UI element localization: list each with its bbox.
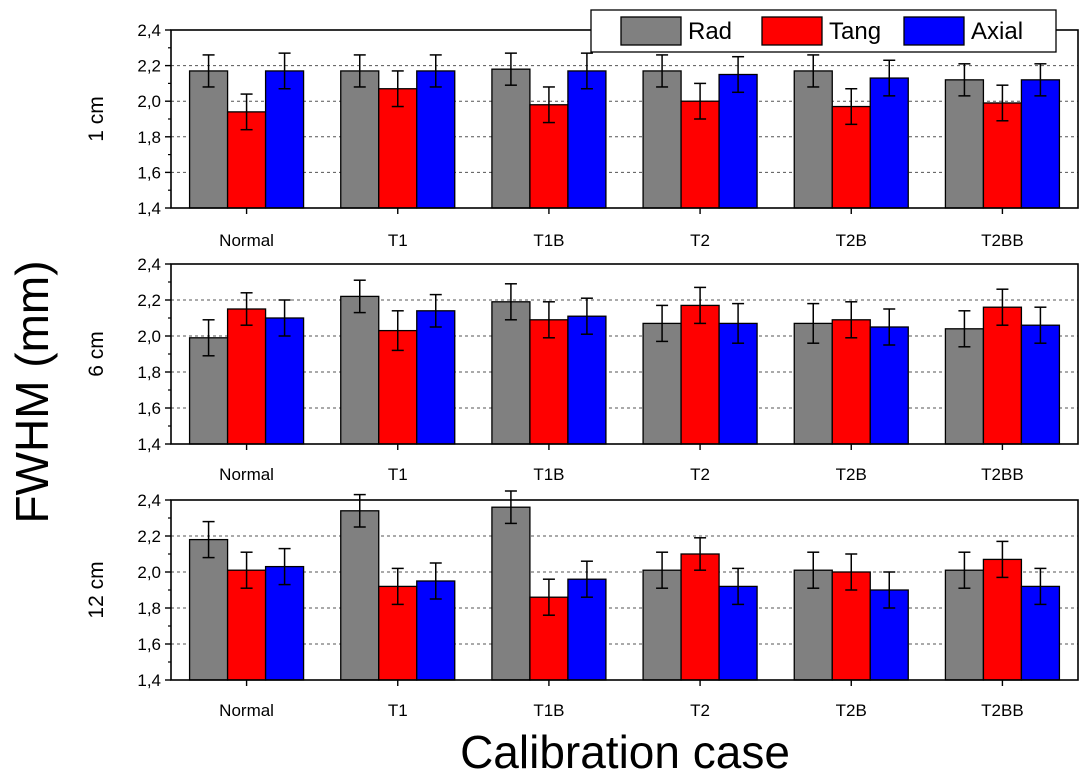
y-tick-label: 1,4 [137, 671, 161, 690]
legend-swatch-axial [903, 16, 965, 46]
category-label: T2 [690, 465, 710, 484]
bar-rad [340, 70, 380, 209]
legend-label-rad: Rad [688, 18, 732, 45]
category-label: T2B [836, 701, 867, 720]
y-tick-label: 2,0 [137, 327, 161, 346]
bar-rad [491, 68, 531, 209]
bar-tang [680, 304, 720, 445]
category-label: Normal [219, 465, 274, 484]
bar-tang [529, 596, 569, 681]
bar-rad [340, 295, 380, 445]
panel-0: 1,4 1,6 1,8 2,0 2,2 2,4 Normal T1 T1B T2 T2B T2BB 1 … [85, 21, 1079, 250]
y-tick-label: 2,2 [137, 291, 161, 310]
y-tick-label: 1,6 [137, 635, 161, 654]
bar-tang [982, 558, 1023, 681]
panel-label: 6 cm [85, 331, 108, 377]
legend: Rad Tang Axial [590, 9, 1057, 53]
category-label: T2B [836, 231, 867, 250]
y-tick-label: 2,2 [137, 527, 161, 546]
category-label: T1 [388, 701, 408, 720]
category-label: T1 [388, 465, 408, 484]
chart-panels: 1,4 1,6 1,8 2,0 2,2 2,4 Normal T1 T1B T2 T2B T2BB 1 … [85, 21, 1079, 720]
category-label: T1B [533, 231, 564, 250]
bar-rad [642, 322, 682, 445]
axes-frame [170, 263, 1079, 445]
panel-2: 1,4 1,6 1,8 2,0 2,2 2,4 Normal T1 T1B T2 T2B T2BB 12… [85, 490, 1079, 720]
y-tick-label: 1,4 [137, 435, 161, 454]
y-tick-label: 2,0 [137, 563, 161, 582]
legend-swatch-rad [620, 16, 682, 46]
category-label: T2 [690, 701, 710, 720]
bar-rad [340, 510, 380, 681]
bar-axial [264, 317, 305, 445]
bar-tang [680, 553, 720, 681]
bar-rad [188, 538, 229, 681]
category-label: T2BB [981, 465, 1024, 484]
y-tick-label: 2,4 [137, 491, 161, 510]
bar-rad [491, 506, 531, 681]
axes-frame [170, 29, 1079, 209]
x-axis-label: Calibration case [460, 726, 790, 778]
axes-frame [170, 499, 1079, 681]
bar-axial [264, 70, 305, 209]
y-tick-label: 1,6 [137, 399, 161, 418]
bar-rad [642, 70, 682, 209]
bar-axial [1020, 79, 1061, 209]
bar-rad [793, 70, 833, 209]
bar-rad [944, 79, 985, 209]
bar-tang [831, 105, 871, 209]
category-label: T2BB [981, 701, 1024, 720]
bar-axial [416, 70, 456, 209]
y-tick-label: 1,8 [137, 363, 161, 382]
category-label: T1B [533, 701, 564, 720]
bar-axial [869, 326, 909, 445]
y-axis-label: FWHM (mm) [6, 260, 58, 523]
category-label: T2 [690, 231, 710, 250]
bar-axial [567, 70, 607, 209]
category-label: T2BB [981, 231, 1024, 250]
y-tick-label: 1,6 [137, 163, 161, 182]
y-tick-label: 2,0 [137, 92, 161, 111]
category-label: T2B [836, 465, 867, 484]
bar-axial [416, 310, 456, 445]
y-tick-label: 1,4 [137, 199, 161, 218]
bar-axial [1020, 324, 1061, 445]
category-label: T1B [533, 465, 564, 484]
bar-axial [718, 73, 758, 209]
panel-label: 12 cm [85, 561, 108, 618]
panel-1: 1,4 1,6 1,8 2,0 2,2 2,4 Normal T1 T1B T2 T2B T2BB 6 … [85, 255, 1079, 484]
bar-rad [188, 70, 229, 209]
panel-label: 1 cm [85, 96, 108, 142]
legend-label-tang: Tang [829, 18, 881, 45]
legend-label-axial: Axial [971, 18, 1023, 45]
y-tick-label: 2,2 [137, 57, 161, 76]
y-tick-label: 2,4 [137, 21, 161, 40]
y-tick-label: 1,8 [137, 599, 161, 618]
category-label: Normal [219, 701, 274, 720]
bar-rad [491, 301, 531, 445]
bar-axial [567, 315, 607, 445]
y-tick-label: 1,8 [137, 128, 161, 147]
bar-axial [264, 565, 305, 681]
legend-swatch-tang [761, 16, 823, 46]
category-label: Normal [219, 231, 274, 250]
category-label: T1 [388, 231, 408, 250]
bar-axial [869, 77, 909, 209]
bar-tang [226, 308, 267, 445]
bar-tang [982, 306, 1023, 445]
y-tick-label: 2,4 [137, 255, 161, 274]
